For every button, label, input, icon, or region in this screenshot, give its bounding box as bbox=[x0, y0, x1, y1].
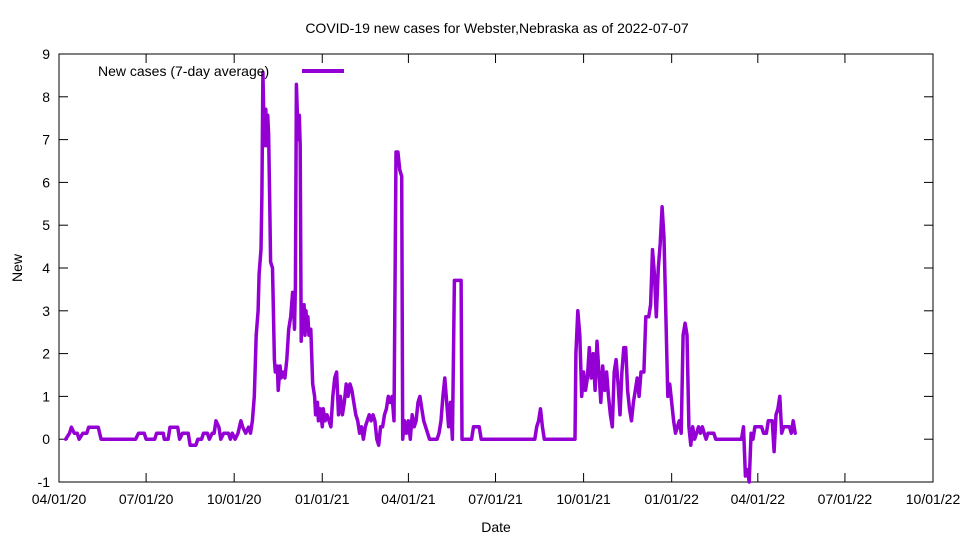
y-tick-label: 3 bbox=[42, 303, 50, 319]
x-tick-label: 04/01/22 bbox=[731, 491, 786, 507]
y-tick-label: 9 bbox=[42, 46, 50, 62]
chart-title: COVID-19 new cases for Webster,Nebraska … bbox=[305, 20, 689, 36]
y-axis: -1 0 1 2 3 4 5 6 7 8 9 bbox=[38, 46, 933, 490]
x-tick-label: 10/01/20 bbox=[207, 491, 262, 507]
x-tick-label: 04/01/21 bbox=[381, 491, 436, 507]
y-tick-label: 4 bbox=[42, 260, 50, 276]
x-tick-label: 07/01/22 bbox=[818, 491, 873, 507]
x-tick-label: 07/01/21 bbox=[468, 491, 523, 507]
x-tick-label: 04/01/20 bbox=[32, 491, 87, 507]
plot-frame bbox=[58, 53, 934, 483]
x-axis-label: Date bbox=[481, 519, 511, 535]
y-tick-label: 1 bbox=[42, 388, 50, 404]
y-tick-label: 2 bbox=[42, 346, 50, 362]
series-layer bbox=[63, 70, 797, 484]
x-tick-label: 10/01/22 bbox=[906, 491, 960, 507]
x-tick-label: 10/01/21 bbox=[556, 491, 611, 507]
y-axis-label: New bbox=[9, 253, 25, 282]
x-tick-label: 01/01/21 bbox=[295, 491, 350, 507]
x-tick-label: 07/01/20 bbox=[119, 491, 174, 507]
x-axis: 04/01/20 07/01/20 10/01/20 01/01/21 04/01/21… bbox=[32, 54, 960, 507]
legend-label: New cases (7-day average) bbox=[98, 63, 269, 79]
y-tick-label: -1 bbox=[38, 474, 51, 490]
x-tick-label: 01/01/22 bbox=[644, 491, 699, 507]
y-tick-label: 7 bbox=[42, 132, 50, 148]
y-tick-label: 6 bbox=[42, 174, 50, 190]
series-line-0 bbox=[63, 70, 797, 484]
y-tick-label: 8 bbox=[42, 89, 50, 105]
y-tick-label: 0 bbox=[42, 431, 50, 447]
y-tick-label: 5 bbox=[42, 217, 50, 233]
legend: New cases (7-day average) bbox=[98, 63, 344, 79]
